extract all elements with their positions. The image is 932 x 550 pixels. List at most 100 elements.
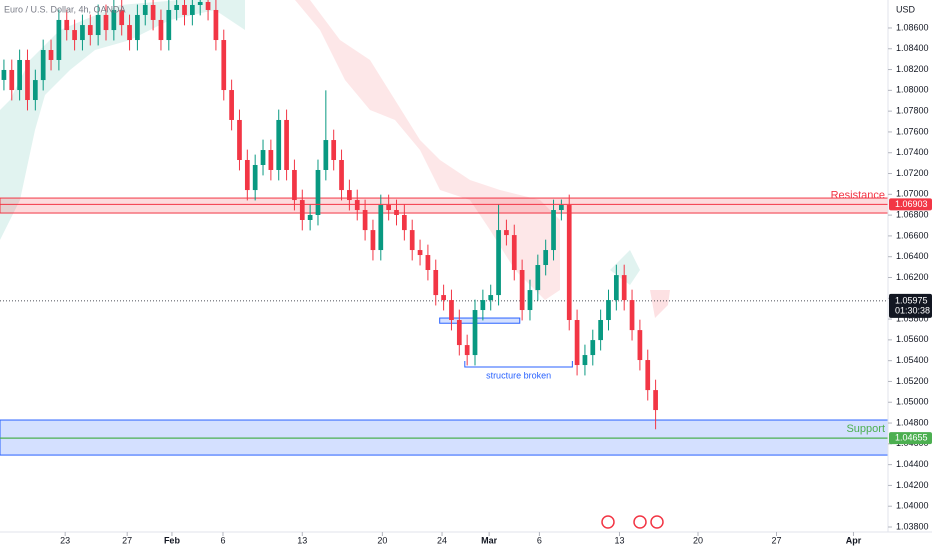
support-price-bg <box>889 432 932 445</box>
candle-body <box>449 300 454 321</box>
y-tick-label: 1.05600 <box>896 334 929 344</box>
y-tick-label: 1.07000 <box>896 189 929 199</box>
last-price-label: 1.05975 <box>895 295 928 305</box>
candle-body <box>56 19 62 60</box>
candle-body <box>425 255 431 271</box>
x-tick-label: 13 <box>614 535 624 545</box>
candle-body <box>645 360 651 391</box>
candle-body <box>307 215 313 220</box>
support-label: Support <box>846 423 885 435</box>
y-tick-label: 1.03800 <box>896 521 929 531</box>
y-tick-label: 1.04000 <box>896 501 929 511</box>
candle-body <box>621 275 627 301</box>
candle-body <box>87 25 93 36</box>
candle-body <box>229 90 234 120</box>
cloud-bear <box>650 290 670 318</box>
candle-body <box>339 160 344 191</box>
candle-body <box>362 210 368 231</box>
candle-body <box>598 320 603 341</box>
structure-box <box>439 317 521 324</box>
x-tick-label: 6 <box>220 535 225 545</box>
candle-body <box>613 275 619 301</box>
candle-body <box>25 59 30 101</box>
candle-body <box>150 4 156 20</box>
candle-body <box>370 230 376 251</box>
candle-body <box>299 200 305 220</box>
y-tick-label: 1.04200 <box>896 480 929 490</box>
y-tick-label: 1.06800 <box>896 209 929 219</box>
candle-body <box>629 300 635 331</box>
y-tick-label: 1.06200 <box>896 272 929 282</box>
y-tick-label: 1.05400 <box>896 355 929 365</box>
currency: USD <box>896 4 916 14</box>
candle-body <box>409 230 415 251</box>
candle-body <box>441 295 446 301</box>
candle-body <box>480 300 486 311</box>
x-tick-label: 20 <box>377 535 387 545</box>
x-tick-label: 23 <box>60 535 70 545</box>
candle-body <box>252 164 258 191</box>
x-tick-label: Apr <box>846 535 862 545</box>
candle-body <box>9 69 15 91</box>
support-price: 1.04655 <box>895 432 928 442</box>
candle-body <box>488 295 494 301</box>
structure-label: structure broken <box>486 370 551 380</box>
candle-body <box>17 59 22 91</box>
resistance-zone <box>0 197 888 214</box>
candle-body <box>315 169 321 216</box>
candle-body <box>417 250 423 256</box>
y-tick-label: 1.04800 <box>896 417 929 427</box>
cloud-bear <box>295 0 560 300</box>
cloud-bull <box>0 0 245 240</box>
x-tick-label: 20 <box>693 535 703 545</box>
y-tick-label: 1.07400 <box>896 147 929 157</box>
candle-body <box>527 290 533 311</box>
candle-body <box>496 230 501 296</box>
event-icon[interactable] <box>633 515 647 529</box>
candle-body <box>197 1 203 5</box>
candle-body <box>95 14 101 36</box>
symbol-title: Euro / U.S. Dollar, 4h, OANDA <box>4 4 126 14</box>
event-icon[interactable] <box>650 515 664 529</box>
candle-body <box>323 140 329 170</box>
candle-body <box>64 19 70 31</box>
candle-body <box>119 9 125 26</box>
candle-body <box>135 14 140 41</box>
candle-body <box>111 9 117 31</box>
candle-body <box>103 14 109 31</box>
x-tick-label: 27 <box>772 535 782 545</box>
candle-body <box>543 250 549 266</box>
cloud-bull <box>610 250 640 285</box>
last-price-tag <box>889 293 932 318</box>
y-tick-label: 1.05200 <box>896 376 929 386</box>
candle-body <box>190 4 195 15</box>
candle-body <box>221 40 227 91</box>
y-tick-label: 1.08000 <box>896 85 929 95</box>
x-tick-label: 13 <box>297 535 307 545</box>
candle-body <box>48 50 54 60</box>
candle-body <box>566 205 572 321</box>
candle-body <box>559 205 564 211</box>
candle-body <box>244 160 250 191</box>
y-tick-label: 1.08200 <box>896 64 929 74</box>
candle-body <box>32 80 38 101</box>
ichimoku-cloud <box>0 0 670 318</box>
candle-body <box>511 235 517 271</box>
y-tick-label: 1.07800 <box>896 106 929 116</box>
y-tick-label: 1.08600 <box>896 22 929 32</box>
resistance-price: 1.06903 <box>895 199 928 209</box>
candle-body <box>535 265 541 291</box>
candle-body <box>166 9 172 41</box>
candle-body <box>292 169 297 201</box>
event-icon[interactable] <box>601 515 615 529</box>
y-tick-label: 1.08400 <box>896 43 929 53</box>
candle-body <box>606 300 611 321</box>
x-tick-label: Feb <box>164 535 181 545</box>
candle-body <box>331 140 337 161</box>
candle-body <box>401 215 407 231</box>
candle-body <box>174 4 180 10</box>
candle-body <box>213 9 219 41</box>
x-tick-label: 6 <box>537 535 542 545</box>
